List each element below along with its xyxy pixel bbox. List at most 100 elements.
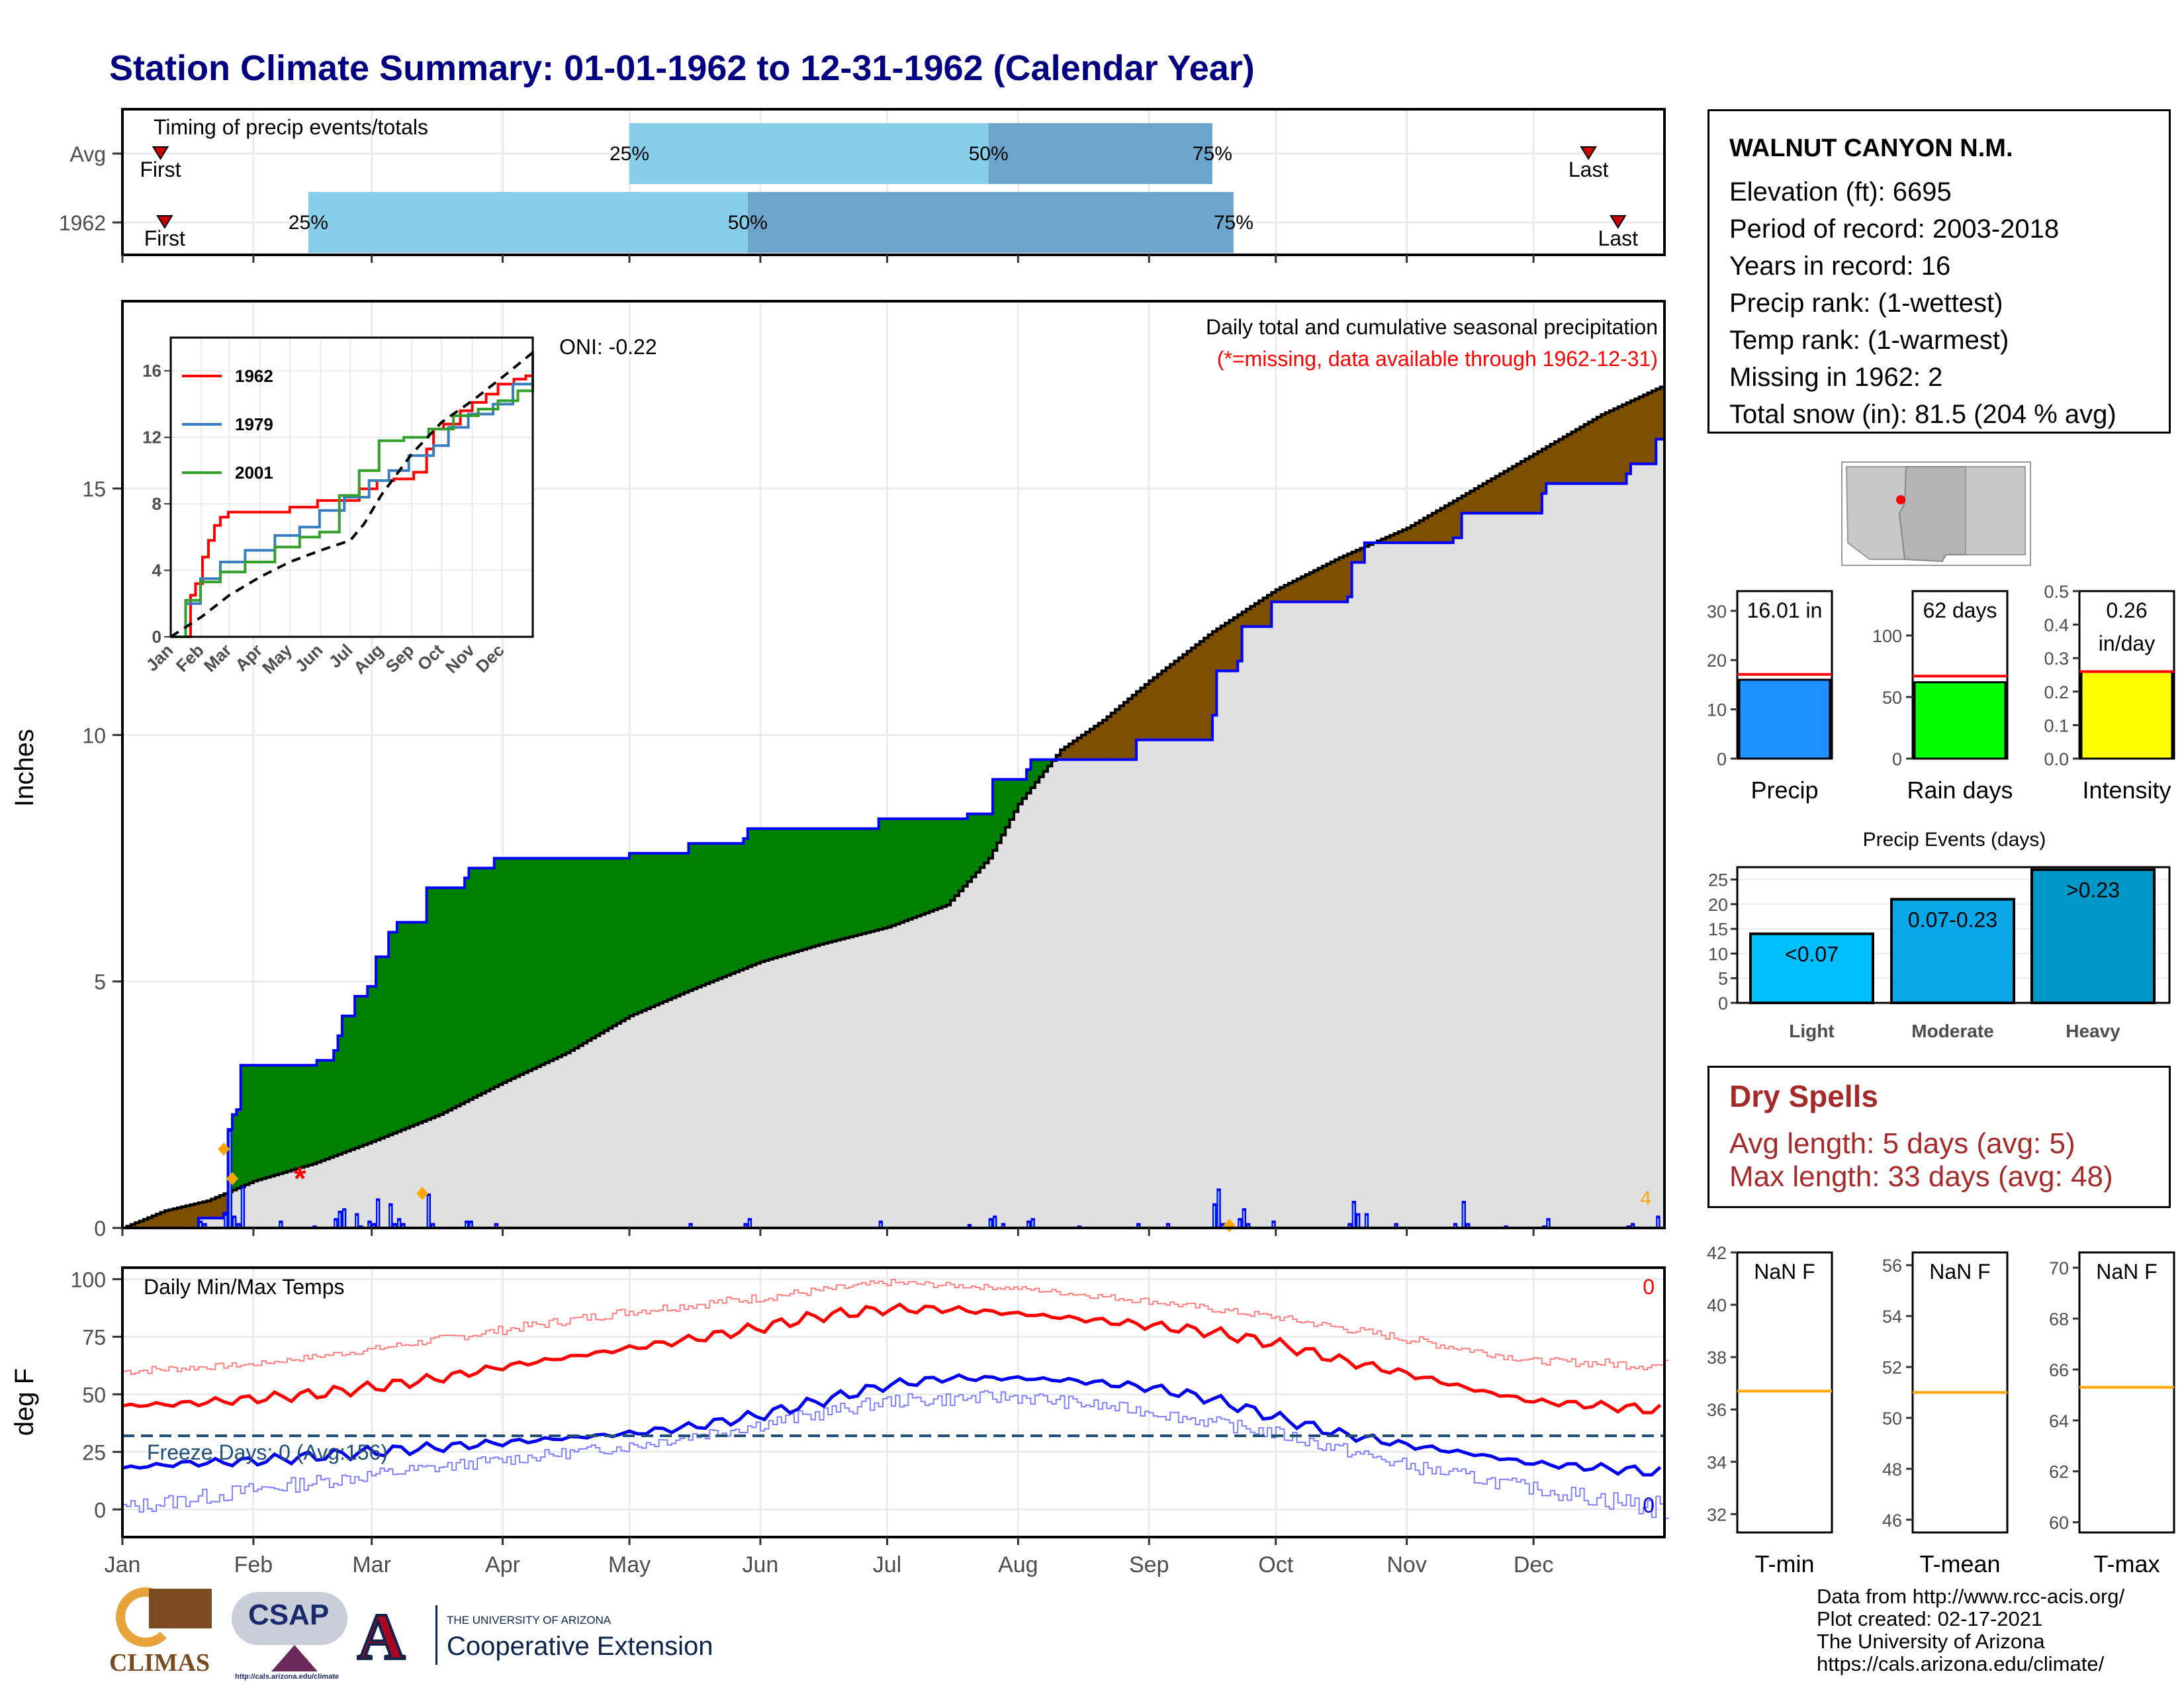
surplus-area (697, 843, 702, 988)
station-name: WALNUT CANYON N.M. (1729, 134, 2013, 162)
surplus-area (848, 828, 854, 937)
deficit-area (1520, 461, 1525, 514)
precip-events-ytick-label: 10 (1708, 944, 1728, 964)
deficit-area (1351, 551, 1357, 563)
surplus-area (545, 858, 550, 1063)
summary-xlabel: T-mean (1919, 1550, 2000, 1577)
surplus-area (798, 828, 803, 951)
surplus-area (786, 828, 791, 955)
deficit-area (1630, 400, 1635, 464)
surplus-area (532, 858, 537, 1069)
deficit-area (1284, 585, 1289, 602)
surplus-area (912, 818, 917, 918)
summary-ytick-label: 52 (1882, 1358, 1902, 1378)
timing-bar-25-50 (629, 123, 989, 184)
summary-bar (1913, 681, 2007, 760)
temp-panel-border (121, 1266, 1666, 1538)
daily-precip-bar-highlight (1243, 1211, 1245, 1228)
deficit-area (1610, 410, 1614, 484)
surplus-area (346, 1015, 351, 1152)
surplus-area (261, 1065, 267, 1179)
timing-bar-50-75 (988, 123, 1212, 184)
deficit-area (1343, 555, 1348, 602)
deficit-area (1330, 561, 1336, 602)
deficit-area (1259, 600, 1264, 627)
month-axis-label: May (608, 1552, 651, 1577)
inset-legend-label: 1962 (235, 366, 273, 386)
surplus-area (701, 843, 706, 986)
surplus-area (578, 858, 584, 1046)
deficit-area (1563, 436, 1568, 484)
deficit-area (1457, 498, 1463, 538)
deficit-area (1238, 614, 1243, 661)
map-region (1965, 466, 2026, 555)
surplus-area (921, 818, 926, 915)
summary-ytick-label: 20 (1707, 651, 1727, 671)
summary-ytick-label: 0.3 (2044, 649, 2069, 669)
surplus-area (1013, 779, 1019, 812)
surplus-area (794, 828, 799, 952)
temp-title: Daily Min/Max Temps (144, 1275, 344, 1299)
deficit-area (1449, 503, 1454, 543)
deficit-area (1119, 706, 1124, 760)
first-event-marker (152, 146, 169, 160)
deficit-area (1360, 548, 1365, 563)
surplus-area (266, 1065, 271, 1178)
ua-logo: A THE UNIVERSITY OF ARIZONA Cooperative … (356, 1599, 728, 1675)
timing-label-75: 75% (1214, 212, 1253, 234)
daily-precip-bar-highlight (233, 1218, 235, 1228)
deficit-area (1402, 530, 1408, 543)
deficit-area (1541, 449, 1547, 494)
deficit-area (1486, 481, 1492, 514)
surplus-area (874, 828, 880, 931)
daily-precip-bar-highlight (199, 1223, 201, 1228)
surplus-area (376, 957, 381, 1141)
ua-logo-big: Cooperative Extension (447, 1632, 713, 1661)
surplus-area (862, 828, 867, 934)
precip-subtitle: (*=missing, data available through 1962-… (1217, 347, 1658, 371)
daily-precip-bar-highlight (369, 1223, 371, 1228)
surplus-area (722, 843, 727, 977)
daily-precip-bar (203, 1223, 207, 1228)
daily-precip-bar-highlight (1032, 1221, 1034, 1228)
snow-count-label: 4 (1640, 1188, 1651, 1209)
surplus-area (363, 996, 368, 1145)
timing-bar-25-50 (308, 192, 748, 253)
month-axis-label: Jan (105, 1552, 141, 1577)
surplus-area (752, 828, 757, 965)
surplus-area (300, 1065, 305, 1168)
surplus-area (520, 858, 525, 1075)
precip-events-value-label: <0.07 (1785, 943, 1839, 966)
surplus-area (426, 888, 432, 1120)
daily-precip-bar (743, 1223, 748, 1228)
summary-chart-frame (2078, 1251, 2175, 1534)
daily-precip-bar (1394, 1223, 1398, 1228)
deficit-area (1436, 510, 1441, 543)
surplus-area (249, 1065, 254, 1183)
deficit-area (1580, 426, 1585, 484)
surplus-area (650, 853, 655, 1008)
surplus-area (790, 828, 795, 953)
surplus-area (899, 818, 905, 923)
deficit-area (1060, 749, 1066, 760)
surplus-area (946, 818, 951, 906)
daily-precip-bar-highlight (470, 1223, 472, 1228)
deficit-area (1183, 654, 1188, 740)
deficit-area (1651, 391, 1657, 464)
surplus-area (460, 888, 465, 1104)
last-event-marker (1580, 146, 1597, 160)
surplus-area (1030, 759, 1036, 788)
timing-label-25: 25% (289, 212, 328, 234)
surplus-area (979, 814, 985, 868)
surplus-area (731, 843, 736, 974)
deficit-area (1635, 399, 1640, 464)
summary-ytick-label: 30 (1707, 602, 1727, 622)
deficit-area (1592, 419, 1598, 484)
surplus-area (692, 843, 698, 989)
deficit-area (1301, 577, 1306, 602)
surplus-area (270, 1065, 275, 1176)
deficit-area (1220, 626, 1226, 671)
surplus-area (279, 1065, 284, 1174)
deficit-area (1170, 664, 1175, 740)
surplus-area (1018, 779, 1023, 804)
